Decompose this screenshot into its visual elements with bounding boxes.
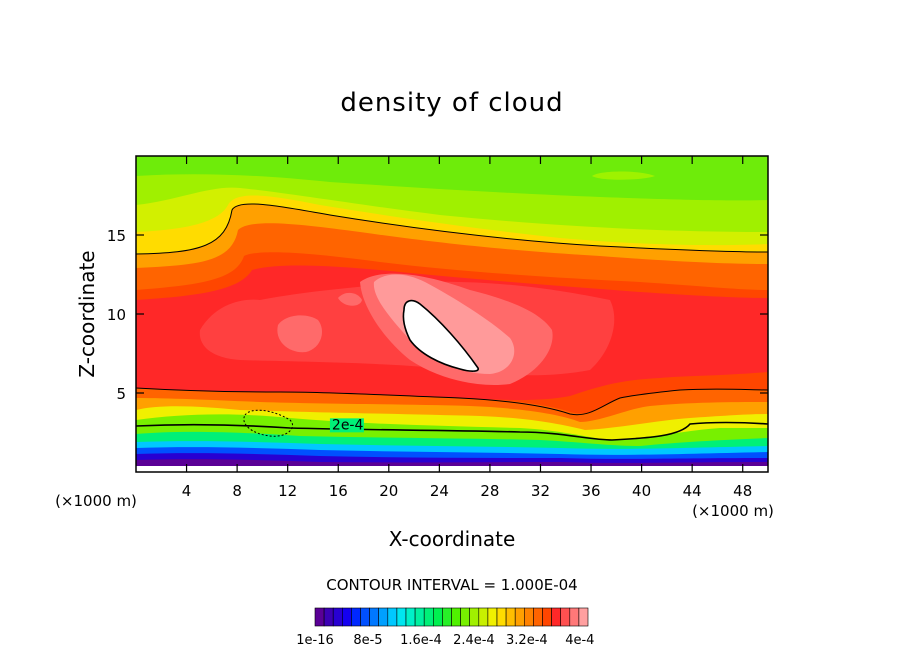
x-tick-label: 40 — [632, 482, 651, 500]
colorbar-swatch — [432, 607, 443, 627]
field-band — [277, 315, 322, 353]
colorbar-label: 2.4e-4 — [453, 633, 495, 648]
colorbar-label: 1.6e-4 — [400, 633, 442, 648]
colorbar-swatch — [451, 607, 461, 627]
x-tick-label: 8 — [232, 482, 242, 500]
x-axis-unit-right: (×1000 m) — [692, 502, 774, 520]
x-tick-label: 16 — [329, 482, 348, 500]
x-tick-label: 48 — [733, 482, 752, 500]
y-axis: 5 10 15 — [107, 227, 768, 403]
x-tick-label: 24 — [430, 482, 449, 500]
colorbar-swatch — [523, 607, 534, 627]
colorbar-swatch — [478, 607, 489, 627]
x-tick-label: 32 — [531, 482, 550, 500]
colorbar-swatch — [360, 607, 370, 627]
colorbar-swatch — [369, 607, 380, 627]
colorbar-swatch — [505, 607, 516, 627]
colorbar-label: 8e-5 — [353, 633, 382, 648]
colorbar-label: 1e-16 — [296, 633, 334, 648]
y-tick-label: 10 — [107, 306, 126, 324]
contour-label: 2e-4 — [332, 417, 364, 433]
colorbar-swatch — [332, 607, 343, 627]
x-tick-label: 28 — [480, 482, 499, 500]
colorbar-swatch — [533, 607, 543, 627]
colorbar-swatch — [387, 607, 398, 627]
contour-line — [136, 203, 768, 255]
colorbar-label: 3.2e-4 — [506, 633, 548, 648]
x-tick-label: 20 — [379, 482, 398, 500]
colorbar-label: 4e-4 — [565, 633, 594, 648]
density-field — [136, 156, 768, 472]
colorbar-swatch — [442, 607, 452, 627]
colorbar-swatch — [578, 607, 589, 627]
colorbar-swatch — [351, 607, 361, 627]
colorbar-labels: 1e-16 8e-5 1.6e-4 2.4e-4 3.2e-4 4e-4 — [296, 633, 594, 648]
colorbar-swatch — [460, 607, 471, 627]
x-axis-unit-left: (×1000 m) — [55, 492, 137, 510]
field-band — [373, 274, 515, 374]
colorbar-swatch — [569, 607, 580, 627]
contour-interval: CONTOUR INTERVAL = 1.000E-04 — [326, 576, 577, 594]
contour-line — [136, 421, 768, 441]
x-tick-label: 44 — [683, 482, 702, 500]
x-axis: 4 8 12 16 20 24 28 32 36 40 44 48 — [182, 156, 752, 500]
field-band — [136, 466, 768, 472]
colorbar-swatch — [405, 607, 416, 627]
colorbar-swatch — [487, 607, 498, 627]
field-band — [592, 171, 655, 180]
contour-label-layer: 2e-4 — [329, 417, 364, 433]
contour-line — [402, 299, 480, 372]
colorbar-swatch — [323, 607, 334, 627]
colorbar-swatch — [551, 607, 561, 627]
colorbar-swatch — [396, 607, 407, 627]
colorbar-swatch — [496, 607, 507, 627]
colorbar-swatch — [341, 607, 352, 627]
chart-title: density of cloud — [340, 88, 563, 118]
y-tick-label: 15 — [107, 227, 126, 245]
colorbar-swatch — [314, 607, 325, 627]
colorbar-swatch — [378, 607, 389, 627]
y-axis-label: Z-coordinate — [75, 250, 99, 377]
field-band — [338, 292, 362, 306]
colorbar-swatch — [423, 607, 434, 627]
colorbar-swatch — [469, 607, 480, 627]
x-tick-label: 12 — [278, 482, 297, 500]
field-band — [403, 300, 479, 372]
contour-line — [243, 409, 293, 437]
x-tick-label: 4 — [182, 482, 192, 500]
x-tick-label: 36 — [581, 482, 600, 500]
contour-label-bg — [329, 418, 364, 433]
contour-line — [136, 387, 768, 416]
colorbar-swatch — [542, 607, 552, 627]
colorbar-swatch — [514, 607, 525, 627]
colorbar-swatch — [560, 607, 571, 627]
x-axis-label: X-coordinate — [389, 527, 516, 551]
colorbar-swatch — [414, 607, 425, 627]
colorbar — [314, 607, 589, 627]
contour-lines — [136, 203, 768, 441]
y-tick-label: 5 — [116, 385, 126, 403]
